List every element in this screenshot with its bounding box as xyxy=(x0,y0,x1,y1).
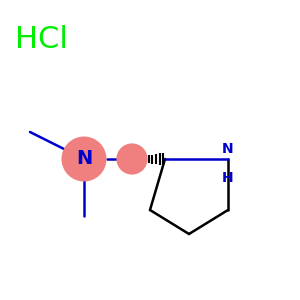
Text: H: H xyxy=(222,171,234,185)
Circle shape xyxy=(61,136,106,182)
Circle shape xyxy=(116,143,148,175)
Text: HCl: HCl xyxy=(15,25,68,53)
Text: N: N xyxy=(222,142,234,156)
Text: N: N xyxy=(76,149,92,169)
